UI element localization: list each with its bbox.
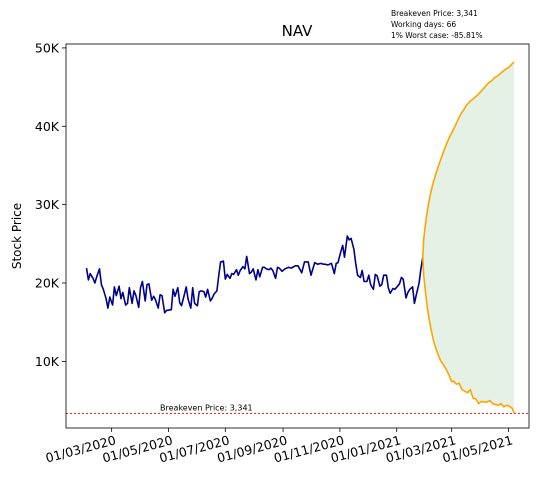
breakeven-label: Breakeven Price: 3,341 <box>160 404 253 413</box>
y-tick-label: 20K <box>35 276 60 291</box>
x-axis: 01/03/202001/05/202001/07/202001/09/2020… <box>44 428 514 466</box>
confidence-band <box>423 62 514 413</box>
y-tick-label: 40K <box>35 119 60 134</box>
info-line: Breakeven Price: 3,341 <box>391 9 478 18</box>
y-tick-label: 50K <box>35 40 60 55</box>
info-box: Breakeven Price: 3,341 Working days: 66 … <box>391 9 483 40</box>
history-series-line <box>87 236 423 313</box>
y-axis-label: Stock Price <box>10 203 24 269</box>
y-tick-label: 30K <box>35 197 60 212</box>
info-line: 1% Worst case: -85.81% <box>391 31 483 40</box>
y-tick-label: 10K <box>35 354 60 369</box>
y-axis: 10K 20K 30K 40K 50K <box>35 40 66 368</box>
info-line: Working days: 66 <box>391 20 456 29</box>
chart-title: NAV <box>282 22 314 40</box>
